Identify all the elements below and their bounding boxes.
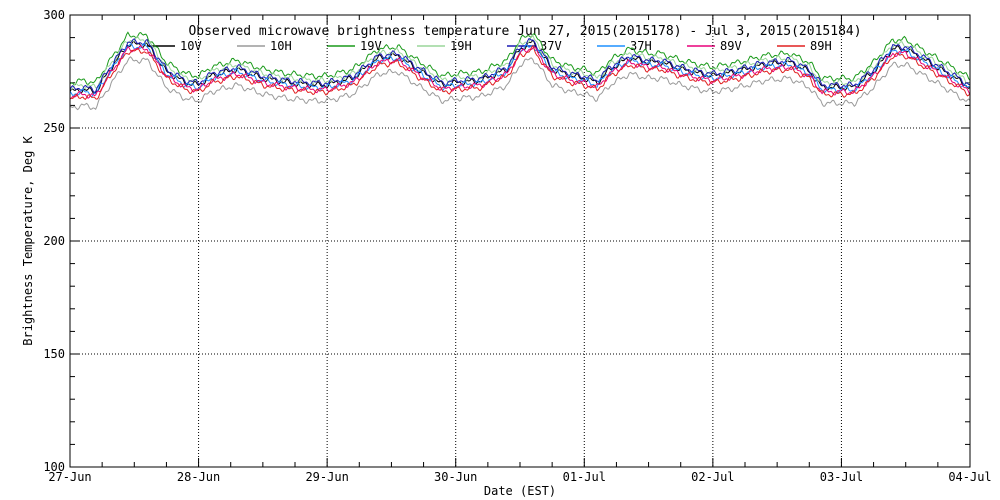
x-tick-label: 02-Jul [691,470,734,484]
plot-frame [69,14,971,468]
legend-label-19H: 19H [450,39,472,53]
legend-label-37H: 37H [630,39,652,53]
series-line-89H [69,44,971,100]
series-line-19V [69,31,971,86]
x-tick-label: 30-Jun [434,470,477,484]
legend-label-10H: 10H [270,39,292,53]
series-line-37V [69,37,971,94]
legend-label-89H: 89H [810,39,832,53]
y-tick-labels: 100 150 200 250 300 [43,8,65,474]
series-line-10H [69,56,971,111]
x-tick-label: 27-Jun [48,470,91,484]
legend-label-10V: 10V [180,39,202,53]
x-tick-label: 01-Jul [563,470,606,484]
x-tick-labels: 27-Jun 28-Jun 29-Jun 30-Jun 01-Jul 02-Jul 03-J… [48,470,991,484]
series-line-37H [69,43,971,98]
chart-title: Observed microwave brightness temperatur… [188,24,861,39]
x-tick-label: 04-Jul [948,470,991,484]
legend-label-37V: 37V [540,39,562,53]
x-tick-label: 03-Jul [820,470,863,484]
y-tick-label: 300 [43,8,65,22]
x-tick-label: 28-Jun [177,470,220,484]
legend-label-19V: 19V [360,39,382,53]
legend: 10V 10H 19V 19H 37V 37H 89V 89H [147,39,832,53]
y-axis-label: Brightness Temperature, Deg K [21,135,35,345]
y-tick-label: 200 [43,234,65,248]
x-axis-label: Date (EST) [484,484,556,498]
series-lines [69,31,971,111]
legend-label-89V: 89V [720,39,742,53]
y-tick-label: 100 [43,460,65,474]
y-tick-label: 250 [43,121,65,135]
y-tick-label: 150 [43,347,65,361]
x-tick-label: 29-Jun [305,470,348,484]
